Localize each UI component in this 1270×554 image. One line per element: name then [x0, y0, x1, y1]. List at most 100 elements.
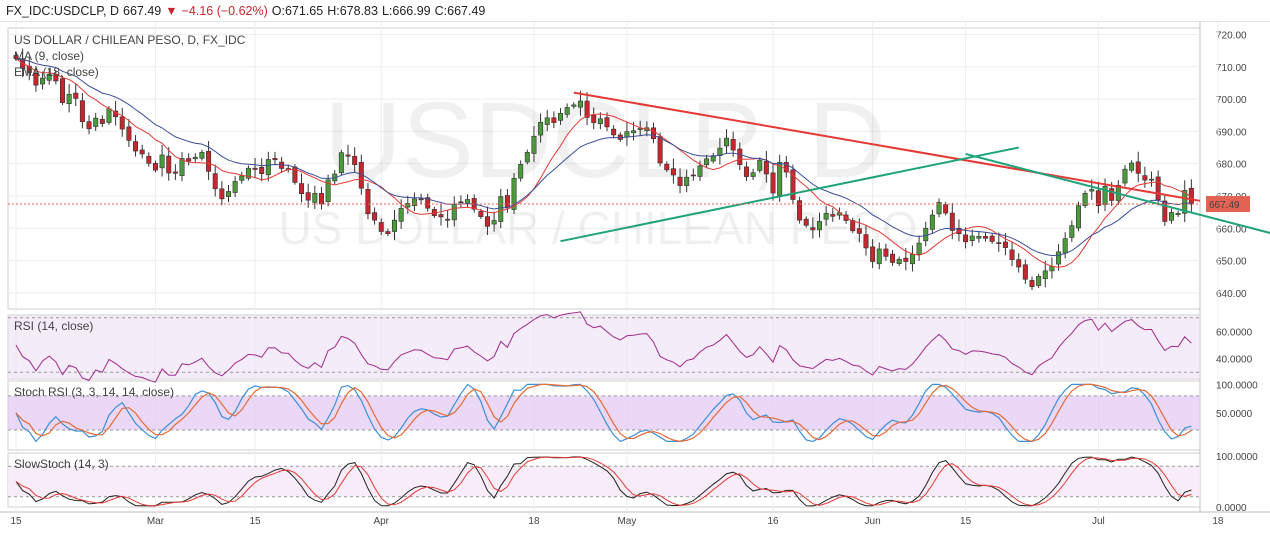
candle-body [704, 158, 710, 166]
candle-body [996, 242, 1002, 244]
candle-body [624, 131, 630, 138]
candle-body [591, 114, 597, 123]
candle-body [597, 118, 603, 125]
candle-body [212, 173, 218, 190]
candle-body [1049, 266, 1055, 272]
candle-body [458, 201, 464, 204]
chart-area[interactable]: 720.00710.00700.00690.00680.00670.00660.… [0, 22, 1270, 554]
last-price: 667.49 [123, 4, 162, 18]
symbol-name[interactable]: FX_IDC:USDCLP, D [6, 4, 119, 18]
candle-body [823, 213, 829, 220]
candle-body [1135, 161, 1141, 174]
ohlc-open: O:671.65 [271, 4, 324, 18]
candle-body [106, 108, 112, 123]
stoch-rsi-tick-label: 100.0000 [1216, 380, 1258, 391]
candle-body [392, 219, 398, 232]
price-tick-label: 700.00 [1216, 95, 1247, 106]
candle-body [737, 148, 743, 165]
candle-body [1162, 200, 1168, 222]
candle-body [445, 218, 451, 221]
candle-body [338, 152, 344, 174]
candle-body [59, 78, 65, 103]
candle-body [1062, 238, 1068, 254]
ohlc-low: L:666.99 [381, 4, 431, 18]
candle-body [856, 228, 862, 234]
price-tick-label: 720.00 [1216, 30, 1247, 41]
price-change: −4.16 (−0.62%) [181, 4, 268, 18]
price-tick-label: 710.00 [1216, 63, 1247, 74]
candle-body [1016, 259, 1022, 268]
candle-body [13, 55, 19, 59]
price-tick-label: 660.00 [1216, 224, 1247, 235]
ma-9-line [15, 58, 1192, 268]
candle-body [757, 159, 763, 171]
candle-body [219, 188, 225, 200]
candle-body [245, 167, 251, 179]
candle-body [863, 234, 869, 249]
candle-body [983, 236, 989, 239]
rsi-tick-label: 40.0000 [1216, 355, 1253, 366]
candle-body [664, 163, 670, 171]
candle-body [146, 155, 152, 164]
candle-body [777, 162, 783, 196]
candle-body [949, 212, 955, 231]
support-trendline [560, 146, 1019, 243]
candle-body [225, 191, 231, 197]
chart-title: US DOLLAR / CHILEAN PESO, D, FX_IDC [14, 33, 246, 47]
candle-body [1042, 270, 1048, 279]
candle-body [239, 175, 245, 181]
candle-body [670, 168, 676, 176]
candle-body [206, 150, 212, 172]
candle-body [79, 100, 85, 122]
candle-body [963, 234, 969, 243]
candle-body [684, 176, 690, 186]
candle-body [577, 100, 583, 108]
slow-stoch-k-line [15, 456, 1192, 507]
candle-body [425, 197, 431, 209]
price-tick-label: 680.00 [1216, 160, 1247, 171]
candle-body [1109, 188, 1115, 201]
candle-body [305, 192, 311, 201]
candle-body [783, 162, 789, 173]
candle-body [1075, 205, 1081, 229]
ohlc-close: C:667.49 [434, 4, 486, 18]
candle-body [916, 242, 922, 255]
candle-body [710, 155, 716, 162]
candle-body [365, 189, 371, 215]
candle-body [750, 172, 756, 177]
candle-body [491, 220, 497, 225]
time-tick-label: Jul [1092, 516, 1105, 527]
candle-body [46, 73, 52, 81]
candle-body [1122, 168, 1128, 184]
slow-stoch-tick-label: 0.0000 [1216, 503, 1247, 514]
candle-body [657, 136, 663, 164]
candle-body [385, 231, 391, 235]
candle-body [1056, 251, 1062, 265]
candle-body [896, 258, 902, 264]
stoch-rsi-band [8, 395, 1200, 431]
candle-body [803, 218, 809, 226]
downtrend-line [965, 152, 1270, 234]
candle-body [518, 164, 524, 179]
candle-body [232, 181, 238, 193]
time-tick-label: May [617, 516, 636, 527]
time-tick-label: Mar [147, 516, 165, 527]
candle-body [511, 177, 517, 210]
candle-body [551, 117, 557, 123]
candle-body [93, 117, 99, 127]
candle-body [890, 253, 896, 263]
candle-body [259, 166, 265, 174]
candle-body [797, 200, 803, 221]
candle-body [411, 198, 417, 206]
candle-body [677, 176, 683, 186]
candle-body [538, 122, 544, 136]
rsi-line [15, 311, 1192, 383]
slow-stoch-band [8, 466, 1200, 497]
candle-body [697, 165, 703, 177]
candle-body [33, 73, 39, 86]
time-tick-label: 15 [960, 516, 972, 527]
candle-body [172, 171, 178, 174]
candle-body [1029, 280, 1035, 288]
candle-body [943, 204, 949, 214]
candle-body [923, 227, 929, 242]
